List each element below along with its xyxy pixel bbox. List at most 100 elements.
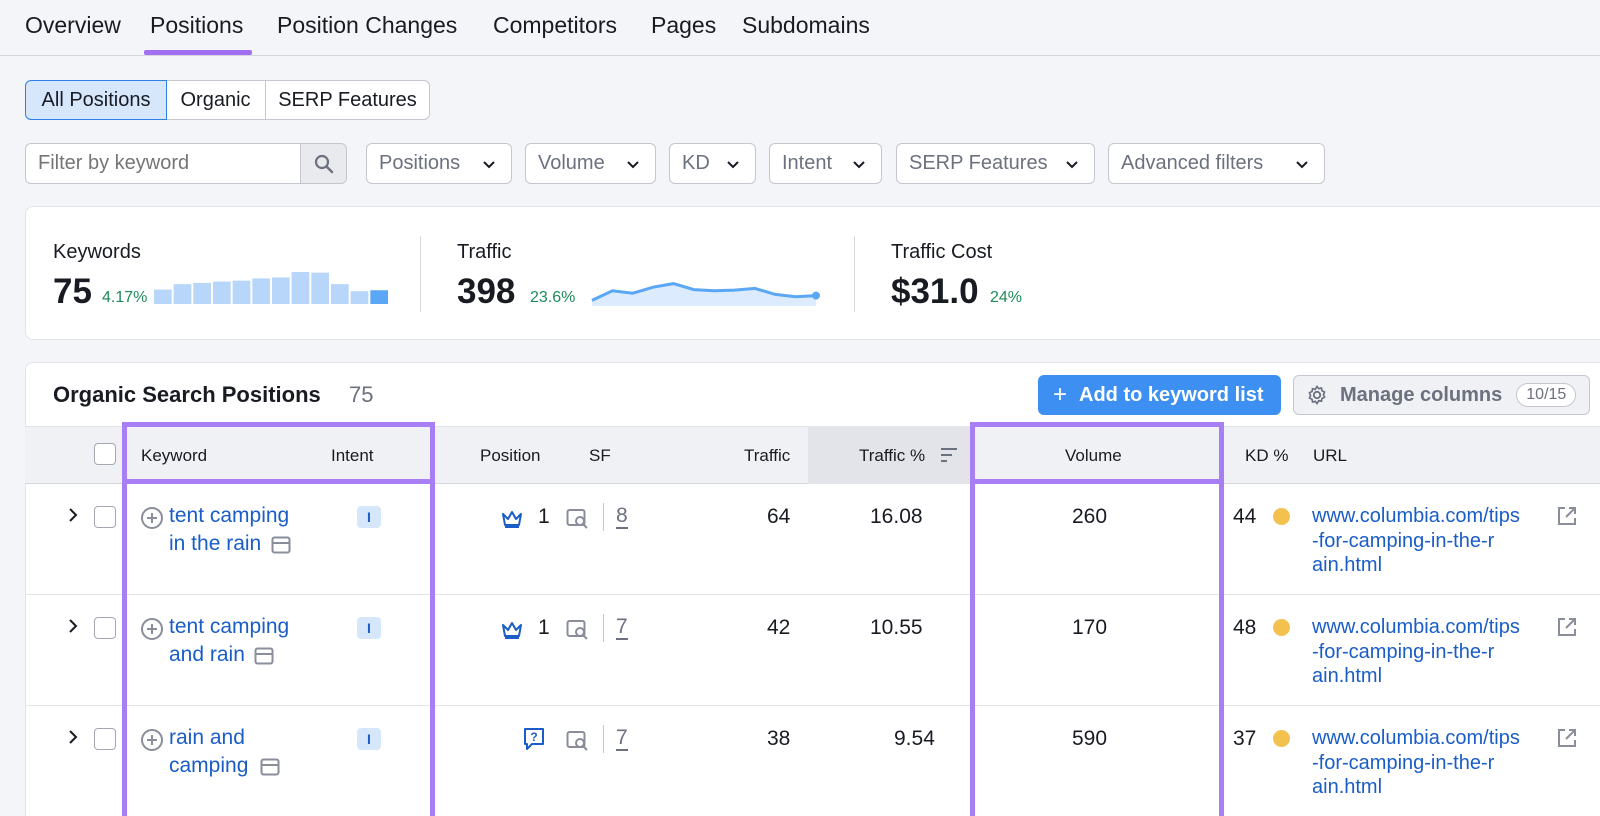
traffic-value: 42	[767, 616, 791, 639]
serp-features-icon[interactable]	[566, 730, 590, 752]
external-link-icon[interactable]	[1556, 616, 1578, 638]
traffic-metric-value[interactable]: 398	[457, 272, 516, 311]
keyword-filter-input[interactable]	[25, 143, 300, 184]
kd-filter-dropdown[interactable]: KD	[669, 143, 756, 184]
chevron-right-icon[interactable]	[66, 507, 80, 523]
intent-filter-dropdown[interactable]: Intent	[769, 143, 882, 184]
add-keyword-icon[interactable]	[140, 617, 164, 641]
traffic-value: 64	[767, 505, 791, 528]
serp-features-icon[interactable]	[566, 508, 590, 530]
sparkline-bar	[213, 281, 231, 304]
keywords-metric-label: Keywords	[53, 241, 141, 263]
traffic-cost-metric-delta: 24%	[990, 289, 1023, 306]
segment-all-positions[interactable]: All Positions	[25, 80, 167, 120]
add-to-keyword-list-button[interactable]: + Add to keyword list	[1038, 375, 1281, 415]
row-checkbox[interactable]	[94, 506, 116, 528]
tab-positions[interactable]: Positions	[143, 12, 253, 55]
divider	[603, 614, 604, 642]
sf-count[interactable]: 8	[616, 504, 628, 529]
keyword-link[interactable]: tent camping in the rain	[169, 504, 290, 555]
sf-count[interactable]: 7	[616, 726, 628, 751]
tab-overview[interactable]: Overview	[25, 12, 121, 38]
sparkline-bar	[370, 290, 388, 304]
sort-descending-icon[interactable]	[940, 447, 958, 463]
chevron-right-icon[interactable]	[66, 729, 80, 745]
sparkline-bar	[232, 280, 251, 304]
sparkline-bar	[154, 289, 172, 304]
traffic-pct-value: 10.55	[870, 616, 923, 639]
position-value: 1	[538, 505, 550, 528]
serp-features-icon[interactable]	[566, 619, 590, 641]
column-header-kd[interactable]: KD %	[1245, 446, 1289, 465]
report-tabs: Overview Positions Position Changes Comp…	[0, 0, 1600, 56]
url-link[interactable]: www.columbia.com/tips -for-camping-in-the…	[1312, 727, 1520, 798]
sparkline-bar	[252, 278, 270, 304]
sparkline-line	[591, 282, 817, 302]
column-header-traffic-pct[interactable]: Traffic %	[859, 446, 926, 465]
column-header-keyword[interactable]: Keyword	[141, 446, 208, 465]
dropdown-label: Positions	[379, 152, 461, 174]
external-link-icon[interactable]	[1556, 727, 1578, 749]
column-header-position[interactable]: Position	[480, 446, 541, 465]
segment-serp-features[interactable]: SERP Features	[265, 80, 430, 120]
add-keyword-icon[interactable]	[140, 728, 164, 752]
serp-snapshot-icon[interactable]	[254, 647, 274, 665]
advanced-filters-dropdown[interactable]: Advanced filters	[1108, 143, 1325, 184]
column-header-intent[interactable]: Intent	[331, 446, 374, 465]
chevron-down-icon	[1296, 161, 1308, 169]
intent-badge[interactable]: I	[357, 728, 381, 750]
row-divider	[25, 705, 1600, 706]
tab-competitors[interactable]: Competitors	[493, 12, 617, 38]
sparkline-bar	[173, 284, 192, 304]
traffic-cost-metric-value[interactable]: $31.0	[891, 272, 979, 311]
keyword-link[interactable]: tent camping and rain	[169, 615, 290, 666]
kd-value: 37	[1233, 727, 1257, 750]
dropdown-label: Volume	[538, 152, 605, 174]
chevron-right-icon[interactable]	[66, 618, 80, 634]
url-link[interactable]: www.columbia.com/tips -for-camping-in-the…	[1312, 505, 1520, 576]
serp-snapshot-icon[interactable]	[260, 758, 280, 776]
traffic-cost-metric-label: Traffic Cost	[891, 241, 993, 263]
column-header-volume[interactable]: Volume	[1065, 446, 1122, 465]
column-header-traffic[interactable]: Traffic	[744, 446, 791, 465]
keywords-metric-value[interactable]: 75	[53, 272, 92, 311]
question-answer-icon: ?	[524, 728, 544, 750]
segment-organic[interactable]: Organic	[166, 80, 266, 120]
row-checkbox[interactable]	[94, 728, 116, 750]
url-link[interactable]: www.columbia.com/tips -for-camping-in-the…	[1312, 616, 1520, 687]
kd-value: 48	[1233, 616, 1257, 639]
column-header-sf[interactable]: SF	[589, 446, 611, 465]
table-title: Organic Search Positions	[53, 382, 321, 407]
sparkline-bar	[311, 272, 329, 304]
tab-position-changes[interactable]: Position Changes	[277, 12, 458, 38]
column-header-url[interactable]: URL	[1313, 446, 1348, 465]
serp-features-filter-dropdown[interactable]: SERP Features	[896, 143, 1095, 184]
sparkline-last-point	[812, 291, 820, 300]
kd-difficulty-dot	[1273, 730, 1290, 747]
tab-subdomains[interactable]: Subdomains	[742, 12, 870, 38]
crown-icon	[502, 511, 522, 528]
search-icon	[314, 154, 333, 173]
intent-badge[interactable]: I	[357, 617, 381, 639]
serp-snapshot-icon[interactable]	[271, 536, 291, 554]
tab-pages[interactable]: Pages	[651, 12, 717, 38]
sf-count[interactable]: 7	[616, 615, 628, 640]
add-keyword-icon[interactable]	[140, 506, 164, 530]
manage-columns-button[interactable]: Manage columns 10/15	[1293, 375, 1590, 415]
dropdown-label: KD	[682, 152, 710, 174]
positions-filter-dropdown[interactable]: Positions	[366, 143, 512, 184]
volume-value: 590	[1072, 727, 1108, 750]
volume-filter-dropdown[interactable]: Volume	[525, 143, 656, 184]
chevron-down-icon	[483, 161, 495, 169]
intent-badge[interactable]: I	[357, 506, 381, 528]
keyword-link[interactable]: rain and camping	[169, 726, 249, 777]
row-checkbox[interactable]	[94, 617, 116, 639]
kd-difficulty-dot	[1273, 508, 1290, 525]
sparkline-bar	[272, 277, 290, 304]
select-all-checkbox[interactable]	[94, 443, 116, 465]
columns-count-badge: 10/15	[1516, 383, 1577, 407]
external-link-icon[interactable]	[1556, 505, 1578, 527]
dropdown-label: SERP Features	[909, 152, 1048, 174]
keyword-search-button[interactable]	[300, 143, 347, 184]
table-count: 75	[349, 382, 374, 407]
